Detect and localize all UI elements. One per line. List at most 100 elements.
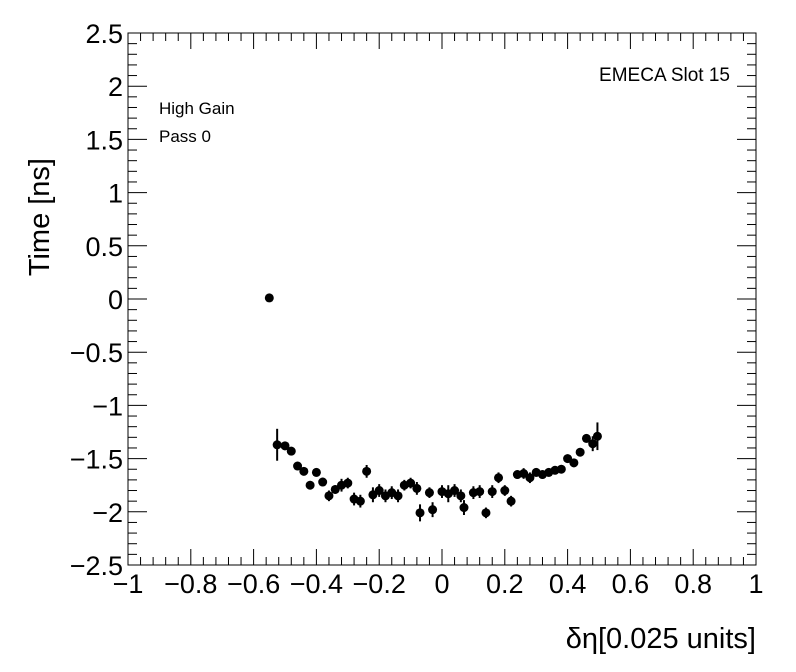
data-point (592, 422, 602, 451)
data-point (280, 441, 290, 451)
point-marker (569, 458, 579, 468)
data-point (374, 484, 384, 497)
point-marker (424, 488, 434, 498)
point-marker (343, 478, 353, 488)
y-tick-label: 0 (108, 285, 123, 315)
data-point (293, 461, 303, 471)
data-point (428, 502, 438, 518)
data-point (305, 480, 315, 490)
data-point (481, 507, 491, 519)
x-axis-tick-labels: −1 −0.8 −0.6 −0.4 −0.2 0 0.2 0.4 0.6 0.8 1 (113, 569, 764, 599)
point-marker (592, 431, 602, 441)
data-point (575, 447, 585, 457)
data-point (487, 485, 497, 498)
y-tick-label: 2.5 (85, 19, 123, 49)
x-tick-label: 1 (748, 569, 763, 599)
data-point (393, 489, 403, 503)
data-point (318, 477, 328, 487)
data-point (264, 293, 274, 303)
data-point (286, 446, 296, 456)
point-marker (311, 467, 321, 477)
x-tick-label: 0.8 (674, 569, 712, 599)
data-point (415, 504, 425, 522)
point-marker (293, 461, 303, 471)
point-marker (525, 473, 535, 483)
data-point (324, 490, 334, 502)
annotation-slot: EMECA Slot 15 (599, 65, 730, 86)
x-tick-label: −0.2 (353, 569, 406, 599)
point-marker (500, 486, 510, 496)
data-point (330, 484, 340, 494)
point-marker (459, 503, 469, 513)
point-marker (299, 466, 309, 476)
point-marker (330, 484, 340, 494)
point-marker (272, 440, 282, 450)
point-marker (428, 505, 438, 515)
annotation-pass: Pass 0 (159, 127, 211, 146)
data-point (588, 436, 598, 452)
data-point (569, 458, 579, 468)
point-marker (475, 487, 485, 497)
data-point (556, 464, 566, 474)
point-marker (305, 480, 315, 490)
point-marker (393, 491, 403, 501)
point-marker (412, 483, 422, 493)
y-tick-label: 1.5 (85, 125, 123, 155)
data-point (272, 428, 282, 461)
point-marker (318, 477, 328, 487)
y-axis-tick-labels: −2.5 −2 −1.5 −1 −0.5 0 0.5 1 1.5 2 2.5 (70, 19, 123, 581)
y-axis-title: Time [ns] (24, 158, 56, 276)
point-marker (581, 433, 591, 443)
data-point (563, 454, 573, 464)
data-point (581, 433, 591, 443)
y-tick-label: 1 (108, 179, 123, 209)
x-tick-label: −0.6 (227, 569, 280, 599)
data-point (456, 489, 466, 503)
data-point (343, 477, 353, 489)
data-point (311, 467, 321, 477)
data-point (450, 484, 460, 497)
point-marker (374, 486, 384, 496)
point-marker (487, 487, 497, 497)
data-point (459, 500, 469, 515)
x-axis-ticks (127, 33, 757, 565)
y-axis-ticks (128, 32, 756, 566)
point-marker (563, 454, 573, 464)
x-tick-label: 0.4 (549, 569, 587, 599)
data-point (506, 495, 516, 507)
y-tick-label: −2.5 (70, 551, 123, 581)
data-point (299, 466, 309, 476)
point-marker (450, 486, 460, 496)
point-marker (286, 446, 296, 456)
x-tick-label: −1 (113, 569, 144, 599)
x-tick-label: −0.4 (290, 569, 343, 599)
x-tick-label: 0.2 (486, 569, 524, 599)
point-marker (588, 439, 598, 449)
data-point (362, 464, 372, 478)
annotation-gain: High Gain (159, 99, 235, 118)
point-marker (494, 473, 504, 483)
data-point (475, 485, 485, 498)
point-marker (362, 466, 372, 476)
point-marker (481, 508, 491, 518)
x-tick-label: −0.8 (164, 569, 217, 599)
point-marker (368, 490, 378, 500)
data-point (424, 487, 434, 498)
y-tick-label: −1 (92, 391, 123, 421)
point-marker (406, 478, 416, 488)
point-marker (355, 496, 365, 506)
point-marker (264, 293, 274, 303)
data-point (368, 487, 378, 503)
point-marker (415, 508, 425, 518)
point-marker (280, 441, 290, 451)
x-tick-label: 0.6 (612, 569, 650, 599)
point-marker (324, 491, 334, 501)
point-marker (575, 447, 585, 457)
data-point (412, 482, 422, 495)
data-points (264, 293, 602, 522)
y-tick-label: 0.5 (85, 232, 123, 262)
x-axis-title: δη[0.025 units] (566, 623, 756, 655)
data-point (406, 477, 416, 489)
data-point (494, 472, 504, 484)
